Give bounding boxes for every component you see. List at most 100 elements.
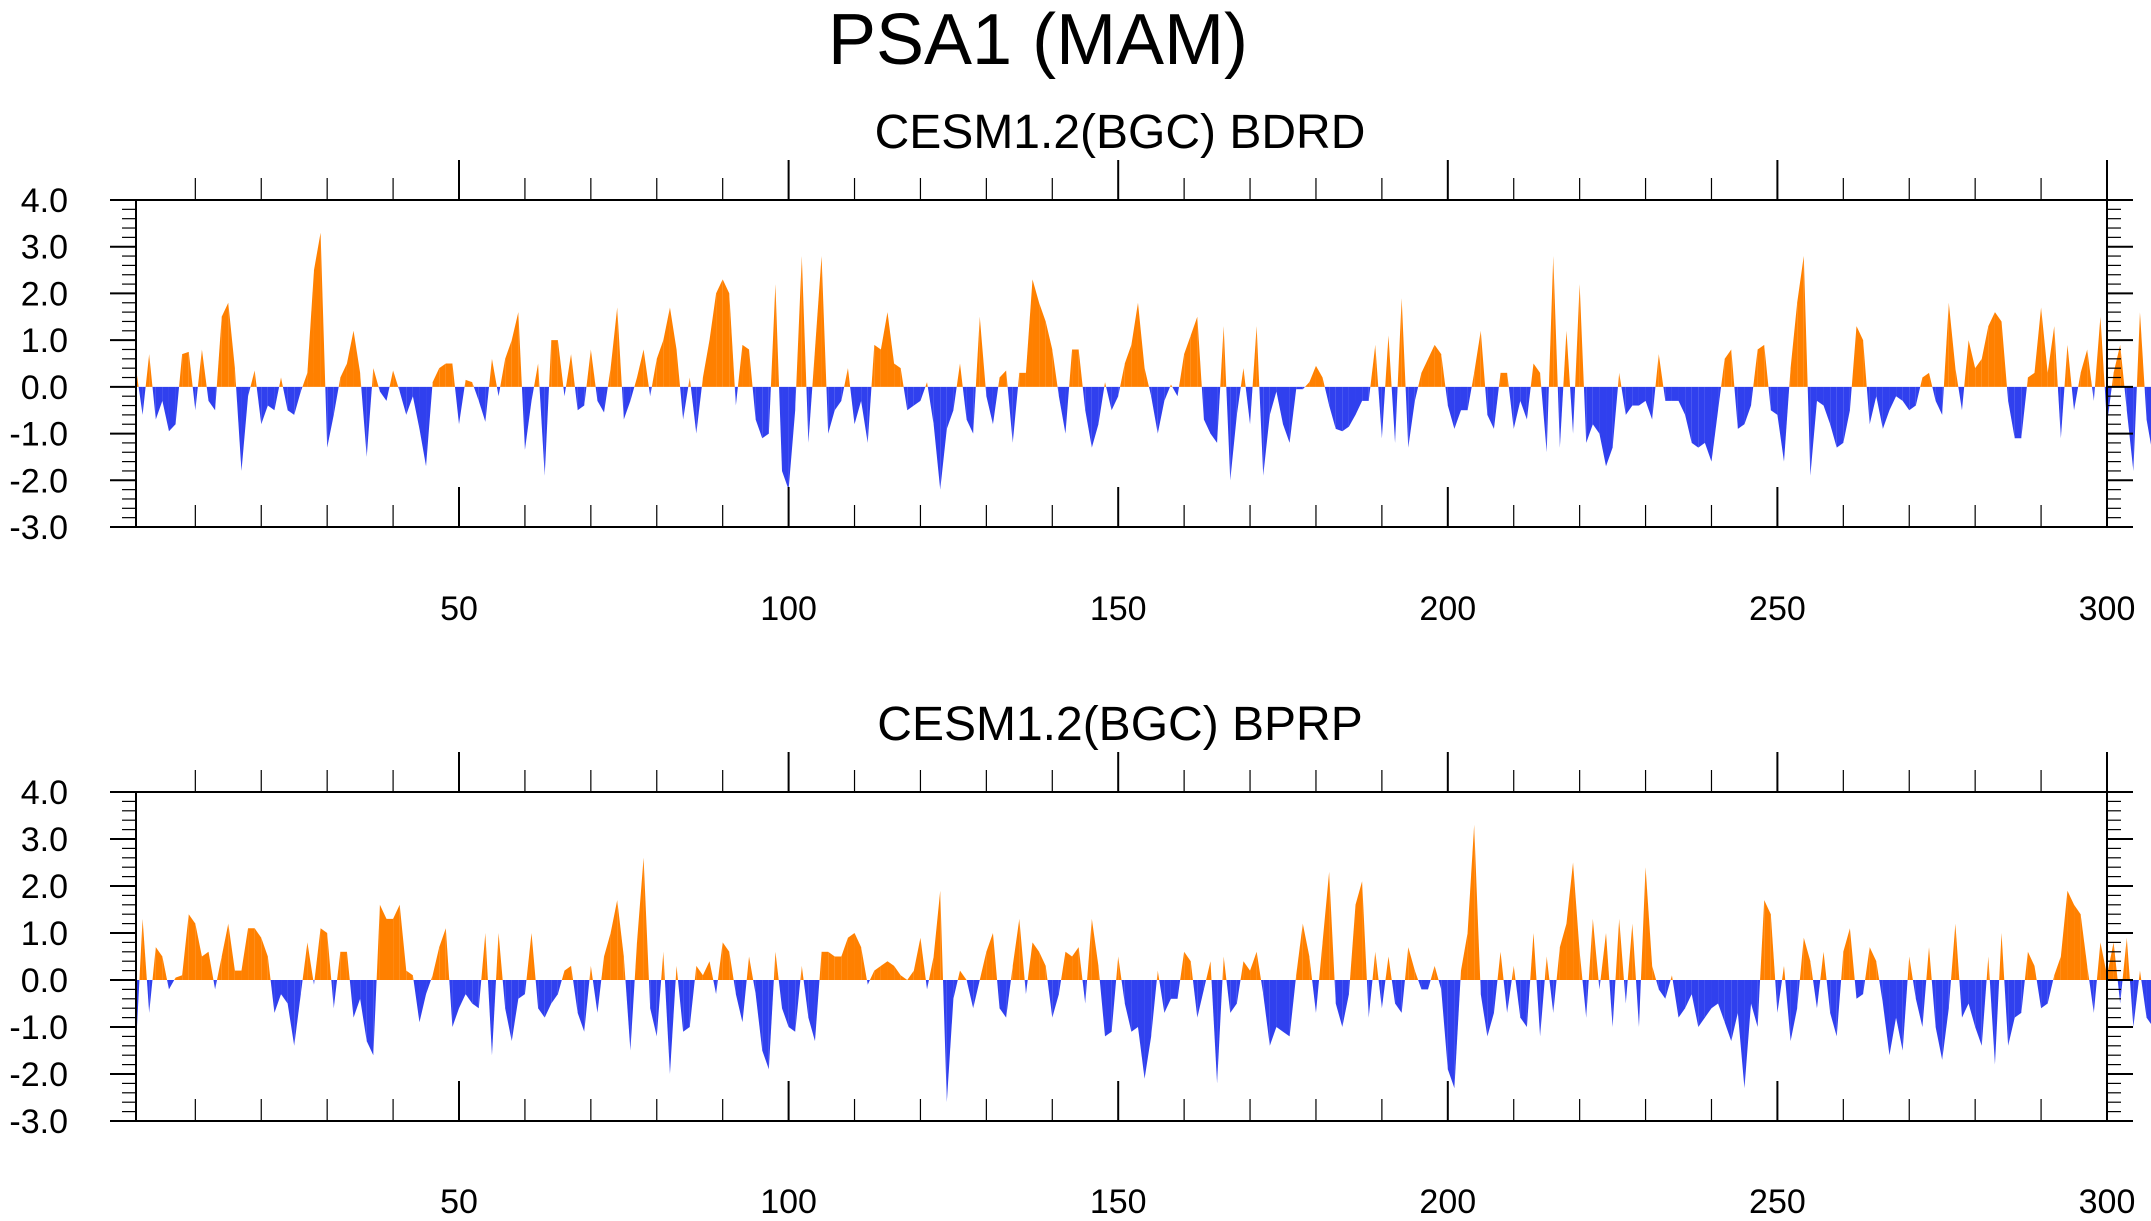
area-segment <box>716 279 723 387</box>
area-segment <box>801 256 807 387</box>
area-segment <box>1368 980 1373 1018</box>
area-segment <box>1718 980 1725 1023</box>
area-segment <box>1961 386 1965 411</box>
area-segment <box>307 270 314 387</box>
area-segment <box>445 363 453 387</box>
area-segment <box>1395 386 1398 443</box>
area-segment <box>749 956 754 980</box>
area-segment <box>498 386 501 397</box>
area-segment <box>2136 312 2140 387</box>
area-segment <box>1665 386 1672 401</box>
area-segment <box>861 947 867 980</box>
area-segment <box>1981 980 1987 1046</box>
area-segment <box>195 923 202 980</box>
area-segment <box>426 980 431 995</box>
area-segment <box>1869 386 1877 425</box>
area-segment <box>1955 368 1959 387</box>
area-segment <box>648 386 651 397</box>
area-segment <box>248 928 255 980</box>
area-segment <box>920 937 926 980</box>
area-segment <box>1178 354 1185 387</box>
area-segment <box>1342 386 1349 432</box>
area-segment <box>1120 363 1125 387</box>
area-segment <box>1912 980 1916 999</box>
area-segment <box>1500 951 1504 980</box>
area-segment <box>1530 933 1534 980</box>
area-segment <box>1118 956 1122 980</box>
area-segment <box>1131 980 1138 1032</box>
area-segment <box>228 923 235 980</box>
area-segment <box>1830 386 1837 448</box>
area-segment <box>590 349 596 387</box>
area-segment <box>625 980 631 1051</box>
area-segment <box>524 386 532 450</box>
area-segment <box>1645 867 1653 980</box>
area-segment <box>601 956 605 980</box>
area-segment <box>1632 923 1636 980</box>
area-segment <box>406 386 413 415</box>
area-segment <box>281 980 288 1004</box>
area-segment <box>1570 386 1574 434</box>
area-segment <box>1863 980 1866 995</box>
area-segment <box>812 349 815 387</box>
chart-panel-bprp: CESM1.2(BGC) BPRP 4.0 3.0 2.0 1.0 0.0 -1.0 -2.… <box>9 698 2151 1221</box>
area-segment <box>1658 980 1666 999</box>
area-segment <box>206 386 209 401</box>
area-segment <box>874 965 881 980</box>
area-segment <box>986 386 993 425</box>
area-segment <box>775 951 779 980</box>
area-segment <box>327 386 334 448</box>
area-segment <box>1362 881 1367 980</box>
area-segment <box>1052 349 1058 387</box>
area-segment <box>1879 980 1883 1004</box>
area-segment <box>1454 386 1461 429</box>
area-segment <box>544 386 550 476</box>
area-segment <box>1144 368 1149 387</box>
area-segment <box>459 980 466 1009</box>
area-segment <box>1104 382 1106 387</box>
area-segment <box>2111 372 2114 387</box>
area-segment <box>1556 947 1560 980</box>
area-segment <box>1757 980 1761 1027</box>
area-segment <box>2064 344 2068 387</box>
area-segment <box>538 363 540 387</box>
area-segment <box>208 951 214 980</box>
area-segment <box>755 980 763 1051</box>
area-segment <box>887 312 895 387</box>
area-segment <box>735 386 738 406</box>
area-segment <box>866 980 868 985</box>
area-segment <box>152 386 156 420</box>
area-segment <box>1172 386 1178 397</box>
area-segment <box>648 980 651 1009</box>
area-segment <box>412 975 414 980</box>
area-segment <box>208 386 216 411</box>
area-segment <box>2138 970 2140 980</box>
area-segment <box>1711 386 1719 462</box>
area-segment <box>808 386 813 443</box>
y-tick-label: 3.0 <box>21 821 68 859</box>
area-segment <box>1454 980 1461 1089</box>
area-segment <box>907 970 914 980</box>
area-segment <box>680 386 684 420</box>
area-segment <box>2006 386 2009 401</box>
area-segment <box>1671 975 1673 980</box>
area-segment <box>1375 951 1379 980</box>
area-segment <box>1508 386 1514 429</box>
chart-panel-bdrd: CESM1.2(BGC) BDRD 4.0 3.0 2.0 1.0 0.0 -1.0 -2.… <box>9 106 2151 628</box>
area-segment <box>274 386 280 411</box>
area-segment <box>1159 980 1165 1013</box>
area-segment <box>1598 980 1600 990</box>
area-segment <box>221 302 229 387</box>
area-segment <box>1958 386 1962 411</box>
area-segment <box>1295 975 1297 980</box>
x-tick-label: 50 <box>440 590 478 628</box>
area-segment <box>426 386 433 467</box>
area-segment <box>607 368 611 387</box>
area-segment <box>571 965 574 980</box>
area-segment <box>604 386 608 413</box>
area-segment <box>379 904 387 980</box>
area-segment <box>256 386 262 425</box>
area-segment <box>716 980 718 995</box>
area-segment <box>533 363 539 387</box>
